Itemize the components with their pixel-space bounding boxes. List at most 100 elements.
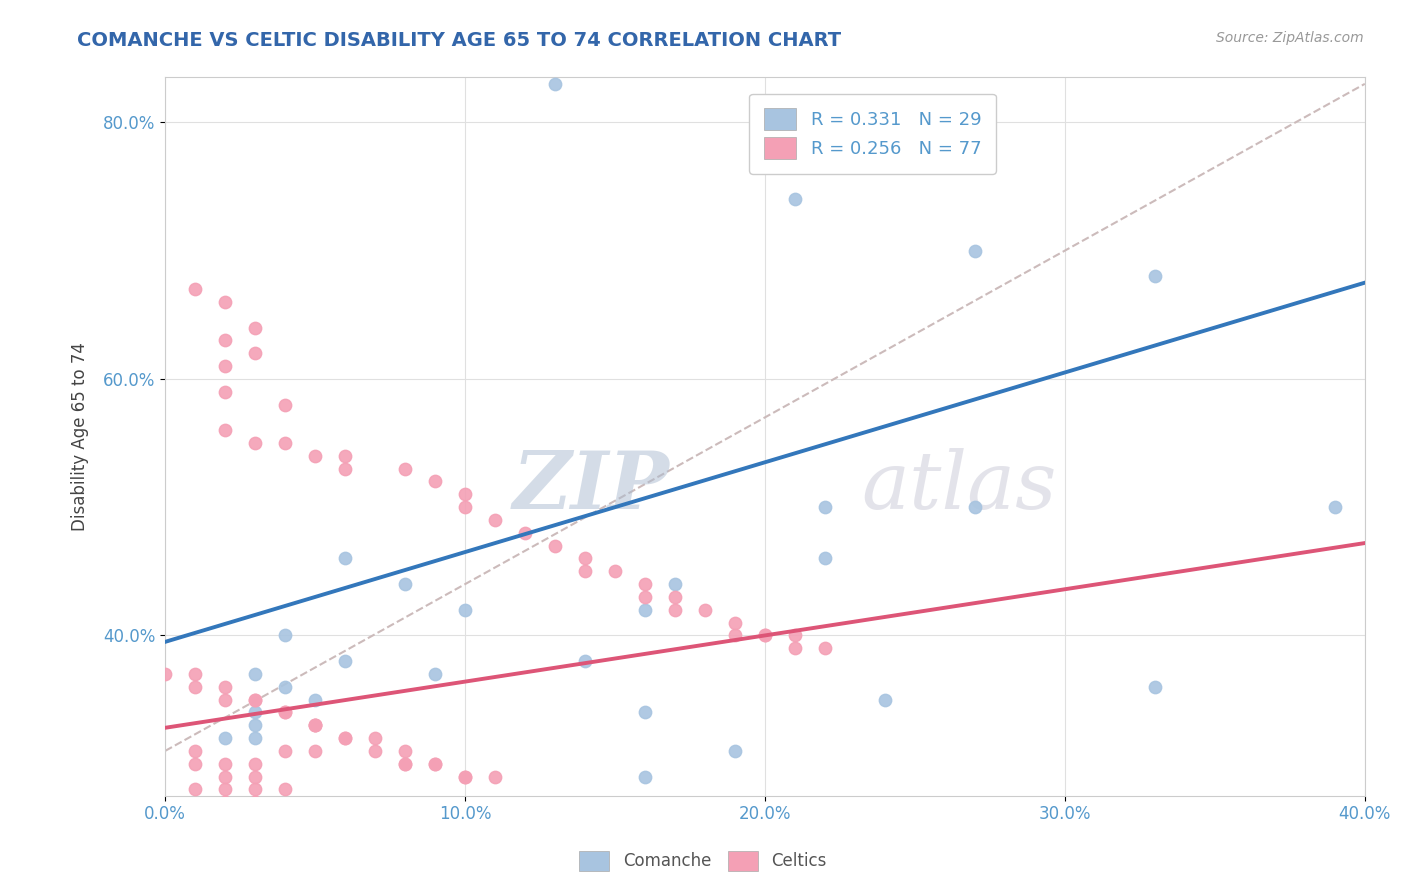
- Point: [245, 782, 267, 797]
- Point: [1323, 500, 1346, 515]
- Point: [814, 500, 837, 515]
- Point: [155, 666, 177, 681]
- Point: [245, 718, 267, 732]
- Point: [214, 334, 236, 348]
- Point: [1143, 680, 1166, 694]
- Point: [214, 731, 236, 745]
- Point: [245, 346, 267, 360]
- Point: [245, 731, 267, 745]
- Point: [184, 744, 207, 758]
- Point: [274, 398, 297, 412]
- Point: [454, 770, 477, 784]
- Point: [634, 577, 657, 591]
- Point: [304, 718, 326, 732]
- Point: [814, 641, 837, 656]
- Point: [304, 718, 326, 732]
- Point: [333, 461, 356, 475]
- Point: [664, 590, 686, 604]
- Point: [245, 756, 267, 771]
- Point: [214, 756, 236, 771]
- Point: [304, 692, 326, 706]
- Point: [634, 706, 657, 720]
- Point: [214, 692, 236, 706]
- Point: [693, 603, 716, 617]
- Legend: Comanche, Celtics: Comanche, Celtics: [571, 842, 835, 880]
- Point: [274, 706, 297, 720]
- Point: [664, 603, 686, 617]
- Point: [544, 539, 567, 553]
- Point: [333, 449, 356, 463]
- Legend: R = 0.331   N = 29, R = 0.256   N = 77: R = 0.331 N = 29, R = 0.256 N = 77: [749, 94, 995, 174]
- Point: [394, 756, 416, 771]
- Y-axis label: Disability Age 65 to 74: Disability Age 65 to 74: [72, 343, 89, 531]
- Point: [214, 770, 236, 784]
- Point: [274, 706, 297, 720]
- Text: COMANCHE VS CELTIC DISABILITY AGE 65 TO 74 CORRELATION CHART: COMANCHE VS CELTIC DISABILITY AGE 65 TO …: [77, 31, 841, 50]
- Point: [214, 294, 236, 309]
- Point: [214, 384, 236, 399]
- Point: [423, 666, 446, 681]
- Point: [274, 744, 297, 758]
- Point: [664, 577, 686, 591]
- Point: [963, 244, 986, 258]
- Point: [214, 782, 236, 797]
- Point: [364, 731, 387, 745]
- Point: [214, 680, 236, 694]
- Point: [783, 192, 806, 206]
- Point: [184, 782, 207, 797]
- Point: [364, 744, 387, 758]
- Point: [184, 666, 207, 681]
- Point: [574, 564, 596, 578]
- Point: [634, 590, 657, 604]
- Point: [454, 603, 477, 617]
- Point: [274, 628, 297, 642]
- Point: [245, 692, 267, 706]
- Point: [574, 551, 596, 566]
- Point: [184, 756, 207, 771]
- Point: [423, 756, 446, 771]
- Point: [214, 423, 236, 437]
- Point: [333, 551, 356, 566]
- Point: [333, 731, 356, 745]
- Point: [214, 795, 236, 809]
- Point: [754, 628, 776, 642]
- Point: [394, 461, 416, 475]
- Point: [423, 475, 446, 489]
- Point: [1143, 269, 1166, 284]
- Point: [603, 564, 626, 578]
- Point: [274, 680, 297, 694]
- Point: [245, 692, 267, 706]
- Text: ZIP: ZIP: [512, 448, 669, 525]
- Point: [454, 770, 477, 784]
- Point: [513, 525, 536, 540]
- Point: [783, 641, 806, 656]
- Text: Source: ZipAtlas.com: Source: ZipAtlas.com: [1216, 31, 1364, 45]
- Text: atlas: atlas: [860, 448, 1056, 525]
- Point: [274, 808, 297, 822]
- Point: [873, 692, 896, 706]
- Point: [274, 436, 297, 450]
- Point: [245, 706, 267, 720]
- Point: [274, 782, 297, 797]
- Point: [963, 500, 986, 515]
- Point: [394, 744, 416, 758]
- Point: [544, 77, 567, 91]
- Point: [574, 654, 596, 668]
- Point: [423, 756, 446, 771]
- Point: [754, 628, 776, 642]
- Point: [634, 770, 657, 784]
- Point: [454, 500, 477, 515]
- Point: [394, 577, 416, 591]
- Point: [814, 551, 837, 566]
- Point: [484, 513, 506, 527]
- Point: [333, 731, 356, 745]
- Point: [184, 282, 207, 296]
- Point: [484, 770, 506, 784]
- Point: [333, 654, 356, 668]
- Point: [245, 436, 267, 450]
- Point: [454, 487, 477, 501]
- Point: [394, 756, 416, 771]
- Point: [184, 680, 207, 694]
- Point: [214, 359, 236, 373]
- Point: [245, 770, 267, 784]
